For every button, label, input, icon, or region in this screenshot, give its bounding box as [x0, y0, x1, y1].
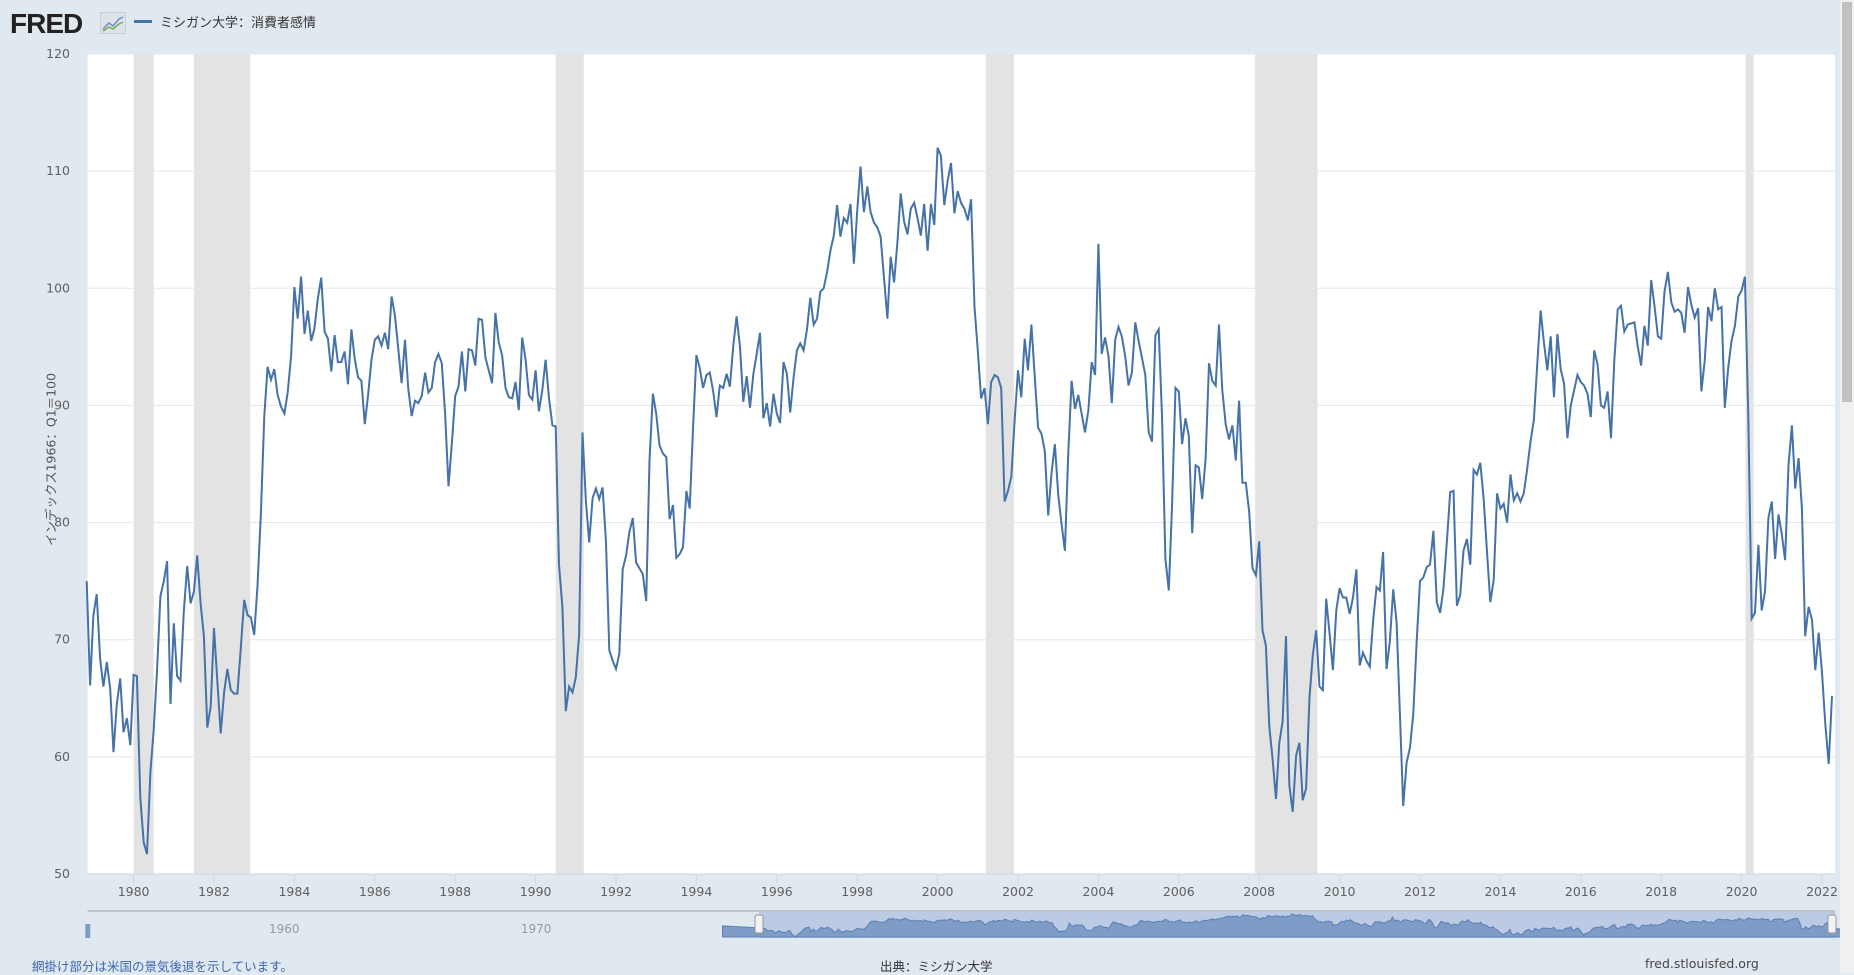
y-tick-label: 70 [54, 632, 70, 647]
x-tick-label: 2014 [1484, 884, 1516, 899]
x-tick-label: 1984 [278, 884, 310, 899]
x-tick-label: 2000 [922, 884, 954, 899]
x-tick-label: 2002 [1002, 884, 1034, 899]
chart-legend: ミシガン大学：消費者感情 [134, 12, 316, 31]
x-tick-label: 1996 [761, 884, 793, 899]
scrollbar-thumb[interactable] [1842, 2, 1852, 402]
series-line [85, 147, 1833, 855]
y-tick-label: 90 [54, 397, 70, 412]
series-line-swatch [134, 20, 152, 23]
navigator-tick-label: 1970 [521, 922, 552, 936]
fred-graph-icon [100, 12, 126, 34]
recession-band [985, 54, 1014, 874]
x-tick-label: 2016 [1565, 884, 1597, 899]
navigator-series-area [722, 913, 1853, 938]
y-tick-label: 80 [54, 515, 70, 530]
series-title: ミシガン大学：消費者感情 [160, 16, 317, 31]
y-tick-label: 100 [46, 280, 70, 295]
plot-area [87, 54, 1835, 874]
y-axis-label: インデックス1966：Q1＝100 [43, 372, 59, 547]
x-tick-label: 1994 [680, 884, 712, 899]
y-tick-label: 110 [46, 163, 70, 178]
navigator-handle-right[interactable] [1827, 914, 1837, 934]
source-label: 出典：ミシガン大学 [880, 959, 993, 974]
navigator[interactable]: 1960 1970 [85, 910, 1853, 938]
navigator-tick-label: 1960 [269, 922, 300, 936]
x-tick-label: 1982 [198, 884, 230, 899]
x-tick-label: 1992 [600, 884, 632, 899]
x-tick-label: 2022 [1806, 884, 1838, 899]
y-tick-label: 60 [54, 749, 70, 764]
x-tick-label: 1986 [359, 884, 391, 899]
x-tick-label: 2012 [1404, 884, 1436, 899]
x-tick-label: 1998 [841, 884, 873, 899]
recession-note: 網掛け部分は米国の景気後退を示しています。 [32, 959, 293, 974]
recession-band [193, 54, 251, 874]
fred-logo[interactable]: FRED [10, 8, 83, 39]
x-tick-label: 2008 [1243, 884, 1275, 899]
x-tick-label: 1988 [439, 884, 471, 899]
recession-band [555, 54, 584, 874]
recession-band [133, 54, 154, 874]
scrollbar[interactable] [1840, 0, 1854, 973]
y-tick-label: 120 [46, 46, 70, 61]
x-tick-label: 1990 [520, 884, 552, 899]
x-tick-label: 2006 [1163, 884, 1195, 899]
x-tick-label: 2020 [1726, 884, 1758, 899]
x-tick-label: 2010 [1324, 884, 1356, 899]
y-tick-label: 50 [54, 866, 70, 881]
navigator-early-data [85, 924, 91, 938]
site-link[interactable]: fred.stlouisfed.org [1645, 956, 1759, 971]
x-tick-label: 2018 [1645, 884, 1677, 899]
navigator-handle-left[interactable] [754, 914, 764, 934]
x-tick-label: 2004 [1082, 884, 1114, 899]
x-tick-label: 1980 [118, 884, 150, 899]
